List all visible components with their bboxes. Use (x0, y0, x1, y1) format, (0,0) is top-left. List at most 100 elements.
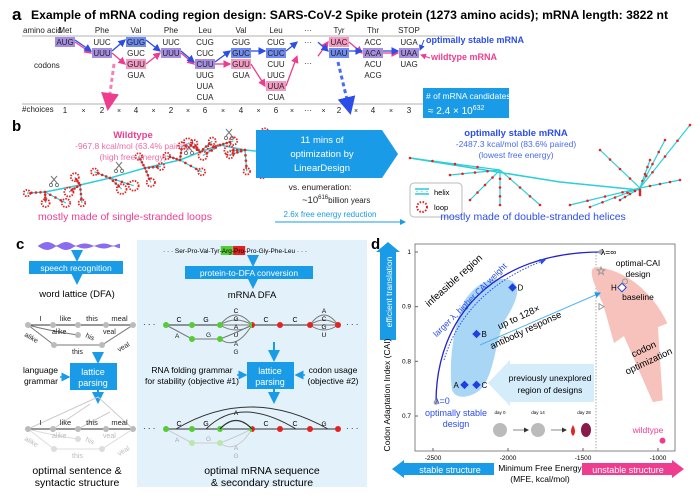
codon: CUU (196, 60, 214, 69)
nucleotide (619, 168, 622, 171)
nucleotide (599, 149, 602, 152)
pro-residue: Pro (234, 248, 245, 255)
nucleotide (79, 184, 82, 187)
design-point-label: D (518, 284, 524, 293)
lattice-parsing-right-1: lattice (258, 366, 282, 376)
lambda-zero-label: λ=0 (435, 396, 450, 406)
dfa-node (277, 322, 283, 328)
codon: ACU (365, 60, 382, 69)
nucleotide (431, 160, 434, 163)
dfa-node (217, 440, 223, 446)
efficient-translation-label: efficient translation (384, 256, 394, 327)
nucleotide (232, 152, 235, 155)
lattice-node (25, 322, 31, 328)
codon: ··· (304, 38, 312, 47)
nucleotide (141, 161, 144, 164)
arrow-line-2: optimization by (290, 149, 354, 160)
lattice-parsing-left-2: parsing (78, 378, 108, 388)
nucleotide (469, 199, 472, 202)
scissor-icon (49, 176, 58, 187)
panel-d: d efficient translation Codon Adaptation… (371, 236, 684, 484)
nucleotide (657, 151, 660, 154)
nucleotide (244, 149, 247, 152)
nucleotide (214, 146, 217, 149)
lattice-node (50, 322, 56, 328)
panel-letter-a: a (12, 5, 22, 24)
amino-acid-label: STOP (398, 26, 420, 35)
language-grammar-2: grammar (24, 376, 58, 386)
nucleotide (80, 193, 83, 196)
nucleotide (236, 151, 239, 154)
choice-count: 4 (239, 106, 244, 115)
dfa-node (217, 336, 223, 342)
nucleotide (145, 170, 148, 173)
wildtype-path-arrow (146, 53, 160, 64)
protein-to-dfa-label: protein-to-DFA conversion (200, 268, 299, 278)
nucleotide (499, 195, 502, 198)
design-point-label: A (454, 381, 460, 390)
times-sign: × (290, 108, 294, 115)
nucleotide (669, 181, 672, 184)
dfa-node (163, 426, 169, 432)
x-axis-title-1: Minimum Free Energy (498, 463, 582, 473)
protein-sequence: · · · Ser-Pro-Val-Tyr-Arg-Pro-Pro-Gly-Ph… (163, 248, 307, 255)
row-label-codons: codons (34, 61, 60, 70)
scissor-handle (114, 169, 117, 172)
nucleotide (586, 199, 589, 202)
codon: CUU (267, 60, 285, 69)
choice-count: 6 (203, 106, 208, 115)
codon: UUG (267, 71, 285, 80)
nucleotide-label: C (263, 317, 268, 324)
word: this (72, 349, 83, 356)
nucleotide (461, 172, 464, 175)
nucleotide (645, 175, 648, 178)
nucleotide (639, 194, 642, 197)
panel-letter-c: c (16, 236, 24, 253)
x-tick-label: -2500 (425, 455, 442, 462)
lattice-node (99, 342, 105, 348)
nucleotide (79, 188, 82, 191)
nucleotide (148, 178, 151, 181)
nucleotide (409, 157, 412, 160)
dfa-node (217, 322, 223, 328)
amino-acid-label: Phe (95, 26, 110, 35)
pink-dashed-arrow (108, 64, 114, 108)
nucleotide (476, 191, 479, 194)
enumeration-value: ~10616billion years (302, 195, 370, 206)
amino-acid-label: Met (58, 26, 72, 35)
word: his (84, 436, 96, 446)
nucleotide (486, 170, 489, 173)
nucleotide (144, 167, 147, 170)
nucleotide-label: U (322, 332, 327, 339)
codon: CUG (196, 38, 214, 47)
nucleotide (172, 157, 175, 160)
choice-count: 1 (63, 106, 68, 115)
optimal-title: optimally stable mRNA (464, 128, 568, 139)
stable-structure-label: stable structure (419, 465, 481, 475)
ellipsis: · · · (143, 424, 155, 433)
nucleotide (109, 177, 112, 180)
row-label-amino-acid: amino acid (23, 26, 62, 35)
codon: GUU (127, 60, 145, 69)
lambda-inf-label: λ=∞ (601, 247, 616, 257)
codon: CUC (196, 49, 214, 58)
nucleotide (54, 196, 57, 199)
codon: GUA (232, 71, 250, 80)
mouse-icon (493, 423, 507, 437)
nucleotide (39, 191, 42, 194)
lambda-zero-caption-2: design (443, 419, 470, 429)
nucleotide (195, 168, 198, 171)
nucleotide-label: G (233, 453, 238, 460)
nucleotide (244, 154, 247, 157)
nucleotide (609, 158, 612, 161)
nucleotide-label: G (203, 317, 208, 324)
ellipsis: · · · (346, 424, 358, 433)
codon: CUG (267, 38, 285, 47)
nucleotide (219, 144, 222, 147)
x-tick-label: -1000 (650, 455, 667, 462)
amino-acid-label: Leu (269, 26, 282, 35)
ellipsis: · · · (346, 320, 358, 329)
arrow-line-3: LinearDesign (294, 163, 350, 174)
panel-a: a Example of mRNA coding region design: … (12, 5, 668, 118)
codon: UUA (197, 82, 215, 91)
